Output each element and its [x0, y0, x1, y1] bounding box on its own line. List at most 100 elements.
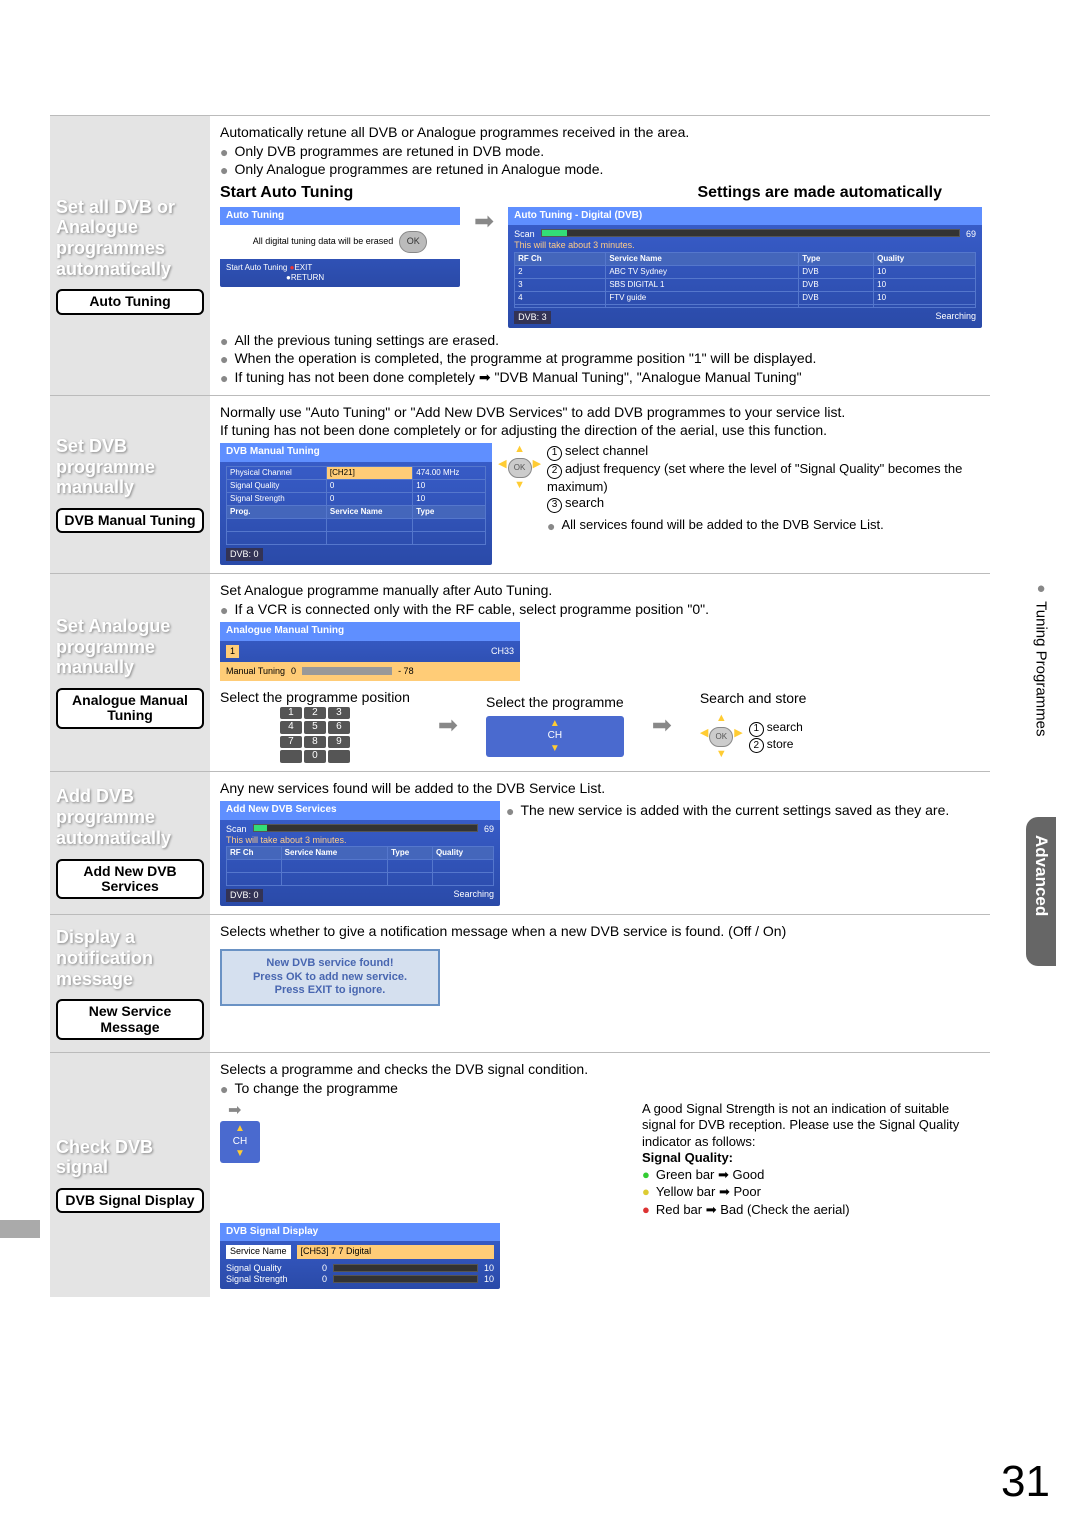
right-col: Automatically retune all DVB or Analogue…	[210, 116, 990, 395]
cell: 0	[326, 492, 412, 505]
intro: Set Analogue programme manually after Au…	[220, 582, 982, 600]
step: search	[565, 495, 604, 510]
cell: 0	[322, 1274, 327, 1285]
sq-line: Red bar ➡ Bad (Check the aerial)	[656, 1202, 850, 1218]
key[interactable]: 2	[304, 707, 326, 720]
exit-label: EXIT	[294, 263, 312, 272]
key[interactable]: 0	[304, 750, 326, 763]
col: Type	[799, 252, 874, 265]
footer: DVB: 0	[226, 548, 263, 561]
nav-control[interactable]: ▲ ◀ OK ▶ ▼	[700, 712, 743, 762]
left-col: Set all DVB or Analogue programmes autom…	[50, 116, 210, 395]
cell: Signal Strength	[226, 1274, 316, 1285]
intro: Any new services found will be added to …	[220, 780, 982, 798]
key[interactable]: 5	[304, 721, 326, 734]
keypad[interactable]: 123 456 789 0	[280, 707, 350, 763]
ok-button[interactable]: OK	[399, 231, 427, 253]
edge-tab	[0, 1220, 40, 1238]
bullet-icon: ●	[220, 601, 228, 619]
key[interactable]: 4	[280, 721, 302, 734]
scale: - 78	[398, 666, 414, 677]
intro: Automatically retune all DVB or Analogue…	[220, 124, 982, 142]
key[interactable]: 9	[328, 736, 350, 749]
key[interactable]: 1	[280, 707, 302, 720]
step-num: 2	[547, 464, 562, 479]
left-col: Add DVB programme automatically Add New …	[50, 772, 210, 915]
dialog-text: All digital tuning data will be erased	[253, 236, 394, 247]
bullet-icon: ●	[220, 369, 228, 387]
left-col: Set DVB programme manually DVB Manual Tu…	[50, 396, 210, 573]
bullet: When the operation is completed, the pro…	[234, 350, 816, 368]
cell: Service Name	[226, 1245, 291, 1258]
note: This will take about 3 minutes.	[514, 240, 976, 251]
bullet: If a VCR is connected only with the RF c…	[234, 601, 709, 619]
ch: CH33	[491, 646, 514, 657]
footer: Searching	[453, 889, 494, 900]
step: select channel	[565, 443, 648, 458]
dot-icon: ●	[642, 1167, 650, 1183]
key[interactable]: 8	[304, 736, 326, 749]
key[interactable]: 3	[328, 707, 350, 720]
progress-value: 69	[966, 229, 976, 240]
channel-button[interactable]: ▲CH▼	[220, 1121, 260, 1163]
cell: 10	[874, 291, 976, 304]
analogue-panel: Analogue Manual Tuning 1 CH33 Manual Tun…	[220, 622, 520, 681]
section-add-dvb: Add DVB programme automatically Add New …	[50, 771, 990, 915]
cell: 10	[413, 479, 486, 492]
heading: Start Auto Tuning	[220, 183, 353, 203]
key[interactable]: 7	[280, 736, 302, 749]
services-table: RF ChService NameTypeQuality 2ABC TV Syd…	[514, 252, 976, 308]
cell: 3	[515, 278, 606, 291]
sq-title: Signal Quality:	[642, 1150, 982, 1166]
section-title: Add DVB programme automatically	[56, 786, 204, 848]
signal-display-panel: DVB Signal Display Service Name[CH53] 7 …	[220, 1223, 500, 1289]
nav-control[interactable]: ▲ ◀ OK ▶ ▼	[498, 443, 541, 493]
step-num: 1	[749, 722, 764, 737]
section-title: Set DVB programme manually	[56, 436, 204, 498]
channel-button[interactable]: ▲CH▼	[486, 716, 624, 758]
arrow-right-icon: ➡	[438, 711, 458, 741]
cell: Service Name	[326, 505, 412, 518]
bullet-icon: ●	[220, 1080, 228, 1098]
cell: Type	[413, 505, 486, 518]
col: Type	[388, 847, 433, 860]
right-col: Any new services found will be added to …	[210, 772, 990, 915]
cell: Physical Channel	[227, 466, 327, 479]
arrow-right-icon: ➡	[228, 1102, 241, 1119]
arrow-right-icon: ➡	[474, 207, 494, 237]
cell: 10	[413, 492, 486, 505]
col: Service Name	[606, 252, 799, 265]
cell: [CH21]	[326, 466, 412, 479]
section-check-signal: Check DVB signal DVB Signal Display Sele…	[50, 1052, 990, 1297]
popup-line: Press EXIT to ignore.	[228, 984, 432, 998]
step-label: Select the programme	[486, 694, 624, 712]
footer: DVB: 3	[514, 311, 551, 324]
side-tab-advanced: Advanced	[1026, 817, 1056, 966]
badge-auto-tuning: Auto Tuning	[56, 289, 204, 314]
popup-line: New DVB service found!	[228, 957, 432, 971]
right-col: Normally use "Auto Tuning" or "Add New D…	[210, 396, 990, 573]
bullet: Only Analogue programmes are retuned in …	[234, 161, 603, 179]
cell: ABC TV Sydney	[606, 265, 799, 278]
cell: Signal Strength	[227, 492, 327, 505]
row-label: Manual Tuning	[226, 666, 285, 677]
page-side-tabs: ● Tuning Programmes Advanced	[1026, 580, 1056, 966]
step-num: 2	[749, 738, 764, 753]
col: Quality	[874, 252, 976, 265]
cell: Signal Quality	[227, 479, 327, 492]
key[interactable]: 6	[328, 721, 350, 734]
scan-label: Scan	[226, 824, 247, 835]
cell: [CH53] 7 7 Digital	[297, 1245, 494, 1258]
cell: FTV guide	[606, 291, 799, 304]
cell: Signal Quality	[226, 1263, 316, 1274]
sq-line: Yellow bar ➡ Poor	[656, 1184, 761, 1200]
auto-tuning-dialog: Auto Tuning All digital tuning data will…	[220, 207, 460, 288]
cell: 0	[322, 1263, 327, 1274]
panel-title: Analogue Manual Tuning	[220, 622, 520, 641]
step: search	[767, 720, 803, 734]
right-col: Selects whether to give a notification m…	[210, 915, 990, 1052]
cell: 2	[515, 265, 606, 278]
heading: Settings are made automatically	[697, 183, 942, 203]
cell: 474.00 MHz	[413, 466, 486, 479]
cell: DVB	[799, 291, 874, 304]
